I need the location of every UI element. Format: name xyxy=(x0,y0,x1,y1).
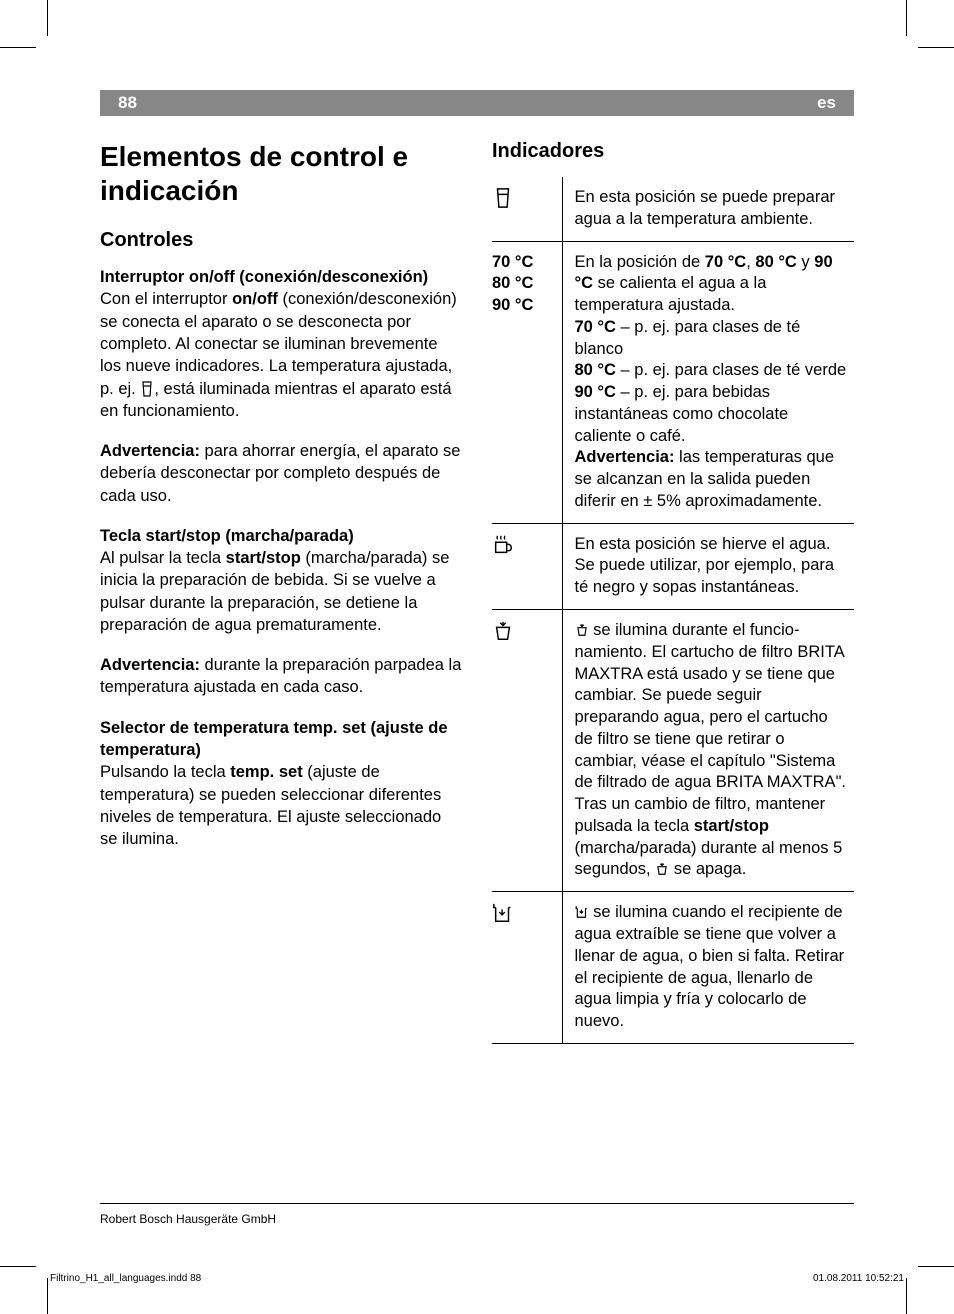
block-tempset: Selector de temperatura temp. set (ajust… xyxy=(100,717,462,851)
page-lang: es xyxy=(817,93,836,113)
crop-mark xyxy=(47,1278,48,1314)
temp-label: 70 °C xyxy=(492,252,556,274)
page-number: 88 xyxy=(118,93,137,113)
footer-company: Robert Bosch Hausgeräte GmbH xyxy=(100,1212,276,1226)
text: Pulsando la tecla xyxy=(100,763,230,781)
print-timestamp: 01.08.2011 10:52:21 xyxy=(813,1273,904,1284)
text: Con el interruptor xyxy=(100,290,232,308)
text: – p. ej. para clases de té verde xyxy=(616,361,846,379)
crop-mark xyxy=(0,1266,36,1267)
content: Elementos de control e indicación Contro… xyxy=(100,140,854,1194)
indicators-heading: Indicadores xyxy=(492,140,854,163)
text: Al pulsar la tecla xyxy=(100,549,226,567)
bold: start/stop xyxy=(226,549,301,567)
indicator-icon-cell xyxy=(492,177,562,241)
filter-icon xyxy=(655,861,669,877)
tank-refill-icon xyxy=(492,902,514,924)
text: se ilumina cuando el recipiente de agua … xyxy=(575,903,845,1030)
bold: start/stop xyxy=(694,817,769,835)
block-title: Interruptor on/off (conexión/desconexión… xyxy=(100,266,462,288)
filter-icon xyxy=(492,620,514,642)
crop-mark xyxy=(47,0,48,36)
text: se ilumina durante el funcio­namiento. E… xyxy=(575,621,847,791)
bold: Advertencia: xyxy=(575,448,675,466)
footer-rule xyxy=(100,1203,854,1204)
temp-label: 90 °C xyxy=(492,295,556,317)
steam-cup-icon xyxy=(492,534,514,556)
tank-refill-icon xyxy=(575,904,589,920)
block-warn1: Advertencia: para ahorrar energía, el ap… xyxy=(100,440,462,507)
text: y xyxy=(797,253,814,271)
section-title: Elementos de control e indicación xyxy=(100,140,462,207)
bold: Advertencia: xyxy=(100,656,200,674)
crop-mark xyxy=(906,0,907,36)
block-startstop: Tecla start/stop (marcha/parada) Al puls… xyxy=(100,525,462,636)
right-column: Indicadores En esta posición se puede pr… xyxy=(492,140,854,1194)
table-row: 70 °C 80 °C 90 °C En la posición de 70 °… xyxy=(492,241,854,523)
indicators-table: En esta posición se puede preparar agua … xyxy=(492,177,854,1044)
indicator-desc: se ilumina durante el funcio­namiento. E… xyxy=(562,610,854,892)
crop-mark xyxy=(0,47,36,48)
table-row: se ilumina durante el funcio­namiento. E… xyxy=(492,610,854,892)
print-info: Filtrino_H1_all_languages.indd 88 01.08.… xyxy=(50,1273,904,1284)
crop-mark xyxy=(906,1278,907,1314)
crop-mark xyxy=(918,47,954,48)
block-title: Selector de temperatura temp. set (ajust… xyxy=(100,717,462,762)
crop-mark xyxy=(918,1266,954,1267)
print-file: Filtrino_H1_all_languages.indd 88 xyxy=(50,1273,201,1284)
glass-icon xyxy=(492,187,514,209)
page-header: 88 es xyxy=(100,90,854,116)
bold: 70 °C xyxy=(575,318,616,336)
indicator-temps: 70 °C 80 °C 90 °C xyxy=(492,241,562,523)
table-row: En esta posición se hierve el agua. Se p… xyxy=(492,523,854,609)
indicator-icon-cell xyxy=(492,610,562,892)
glass-icon xyxy=(140,381,154,397)
bold: 70 °C xyxy=(705,253,746,271)
text: se calienta el agua a la temperatura aju… xyxy=(575,274,767,314)
controls-heading: Controles xyxy=(100,229,462,252)
indicator-desc: se ilumina cuando el recipiente de agua … xyxy=(562,892,854,1044)
text: En la posición de xyxy=(575,253,705,271)
filter-icon xyxy=(575,622,589,638)
temp-label: 80 °C xyxy=(492,273,556,295)
bold: 90 °C xyxy=(575,383,616,401)
table-row: En esta posición se puede preparar agua … xyxy=(492,177,854,241)
indicator-icon-cell xyxy=(492,892,562,1044)
table-row: se ilumina cuando el recipiente de agua … xyxy=(492,892,854,1044)
text: se apaga. xyxy=(669,860,746,878)
indicator-desc: En esta posición se puede preparar agua … xyxy=(562,177,854,241)
bold: on/off xyxy=(232,290,278,308)
block-title: Tecla start/stop (marcha/parada) xyxy=(100,525,462,547)
bold: 80 °C xyxy=(575,361,616,379)
bold: temp. set xyxy=(230,763,302,781)
indicator-desc: En esta posición se hierve el agua. Se p… xyxy=(562,523,854,609)
bold: Advertencia: xyxy=(100,442,200,460)
block-onoff: Interruptor on/off (conexión/desconexión… xyxy=(100,266,462,422)
page: 88 es Elementos de control e indicación … xyxy=(0,0,954,1314)
left-column: Elementos de control e indicación Contro… xyxy=(100,140,462,1194)
indicator-desc: En la posición de 70 °C, 80 °C y 90 °C s… xyxy=(562,241,854,523)
indicator-icon-cell xyxy=(492,523,562,609)
bold: 80 °C xyxy=(755,253,796,271)
text: , xyxy=(746,253,755,271)
block-warn2: Advertencia: durante la preparación parp… xyxy=(100,654,462,699)
